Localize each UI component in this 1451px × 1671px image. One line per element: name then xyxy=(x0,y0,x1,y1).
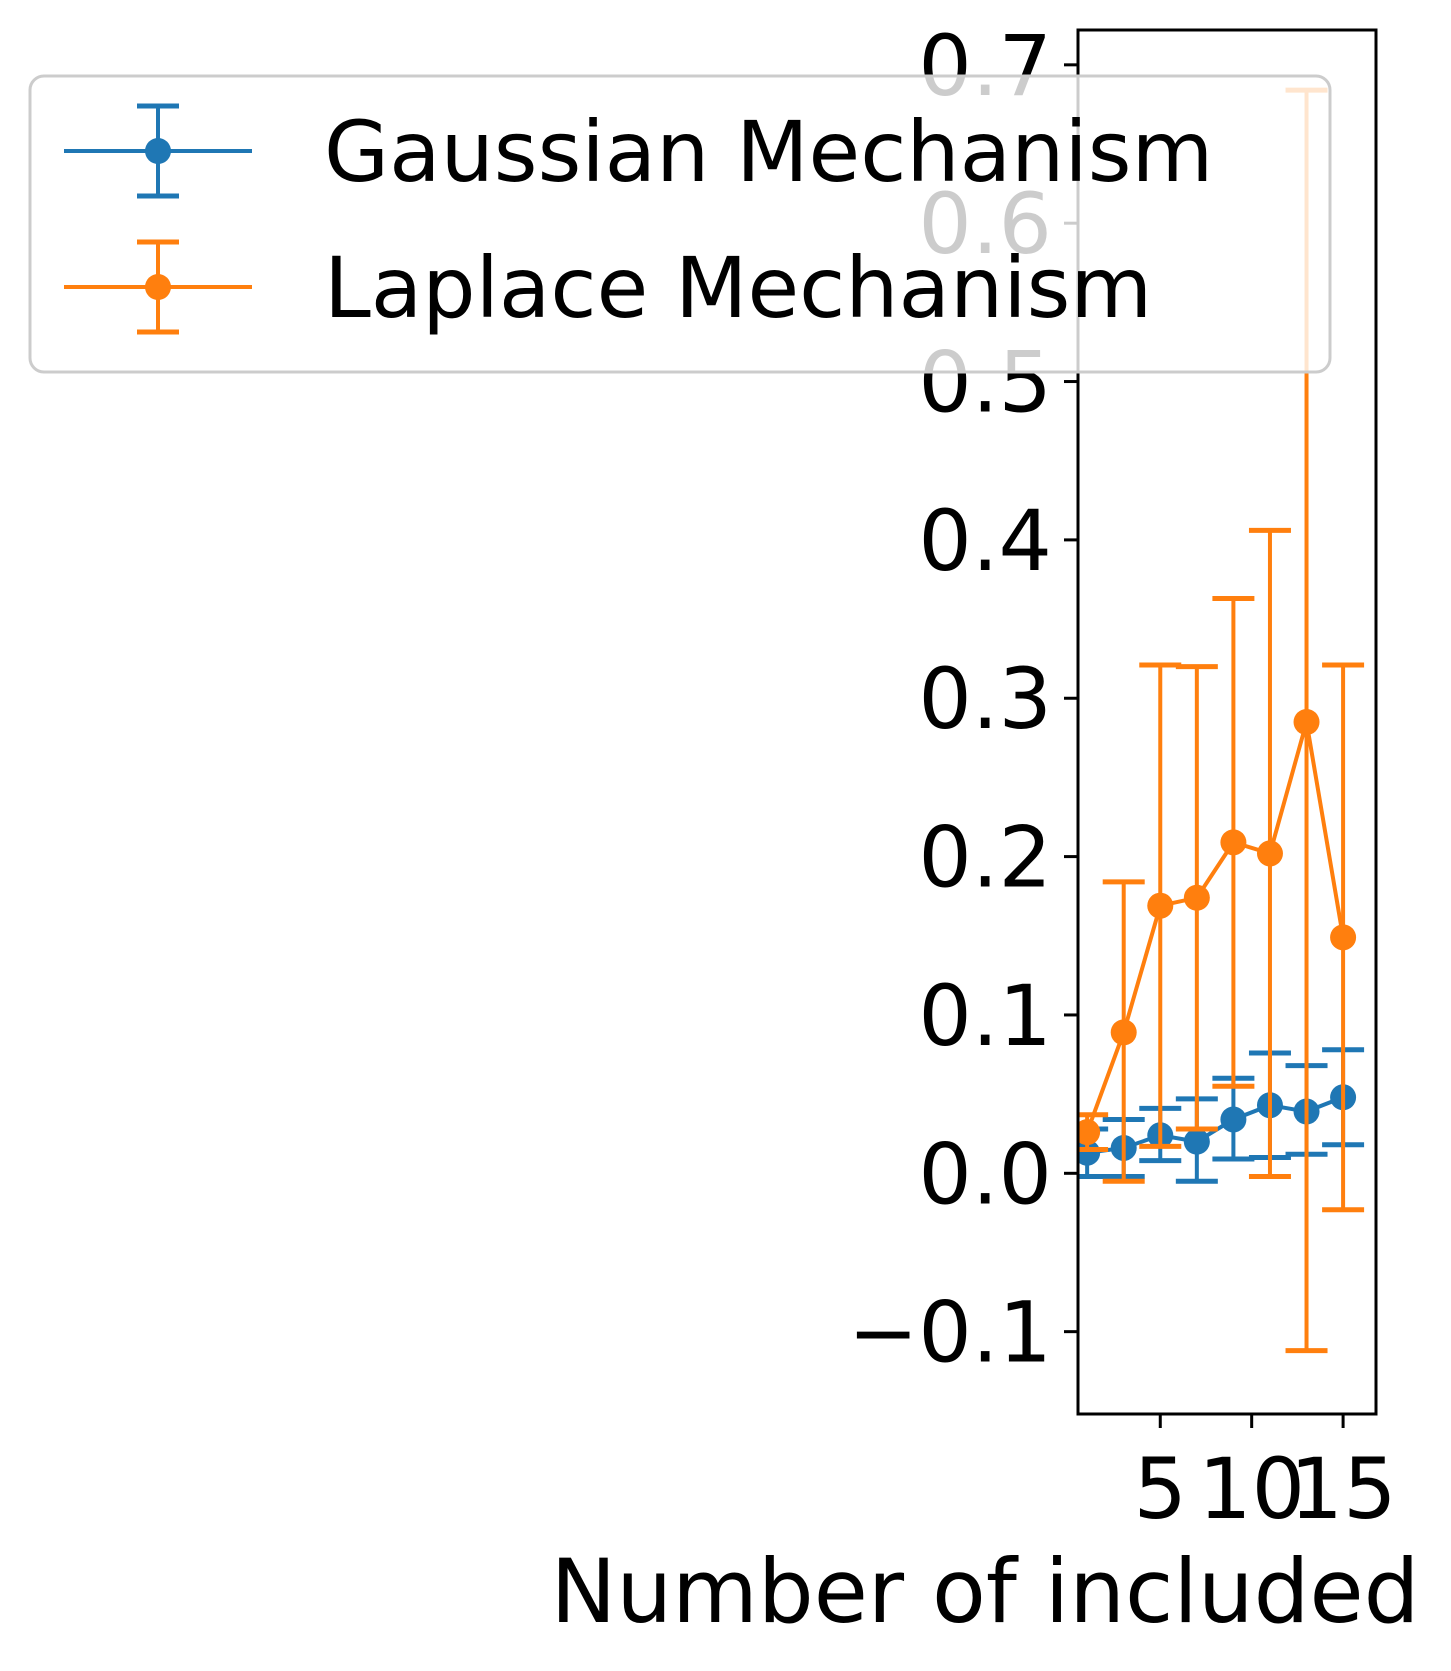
series-1 xyxy=(1078,87,1365,1354)
legend-marker-1 xyxy=(145,274,171,300)
legend-frame xyxy=(28,74,1332,374)
point-1-3 xyxy=(1183,884,1210,911)
legend-label-1: Laplace Mechanism xyxy=(324,239,1152,337)
legend-entry-0: Gaussian Mechanism xyxy=(64,103,1213,201)
point-1-0 xyxy=(1078,1119,1101,1146)
point-0-0 xyxy=(1078,1139,1101,1166)
point-0-4 xyxy=(1220,1106,1247,1133)
marks-layer xyxy=(1078,87,1365,1354)
legend: Gaussian Mechanism Laplace Mechanism xyxy=(28,74,1332,374)
y-tick-label-0: −0.1 xyxy=(848,1284,1052,1382)
x-axis-label: Number of included xyxy=(551,1540,1420,1643)
x-tick-label-0: 5 xyxy=(1134,1440,1187,1538)
point-1-5 xyxy=(1256,840,1283,867)
y-tick-label-2: 0.1 xyxy=(918,967,1052,1065)
point-1-1 xyxy=(1110,1019,1137,1046)
series-line-1 xyxy=(1085,721,1346,1133)
point-1-6 xyxy=(1293,709,1320,735)
plot-frame xyxy=(1076,28,1378,1416)
point-0-3 xyxy=(1183,1128,1210,1155)
point-1-2 xyxy=(1147,892,1174,919)
legend-label-0: Gaussian Mechanism xyxy=(324,103,1213,201)
y-tick-label-4: 0.3 xyxy=(918,650,1052,748)
y-tick-label-1: 0.0 xyxy=(918,1125,1052,1223)
x-tick-label-2: 15 xyxy=(1290,1440,1397,1538)
point-1-7 xyxy=(1330,924,1357,951)
point-1-4 xyxy=(1220,829,1247,856)
y-tick-label-5: 0.4 xyxy=(918,492,1052,590)
legend-entry-1: Laplace Mechanism xyxy=(64,239,1152,337)
x-tick-label-1: 10 xyxy=(1198,1440,1305,1538)
legend-marker-0 xyxy=(145,138,171,164)
y-tick-label-3: 0.2 xyxy=(918,809,1052,907)
